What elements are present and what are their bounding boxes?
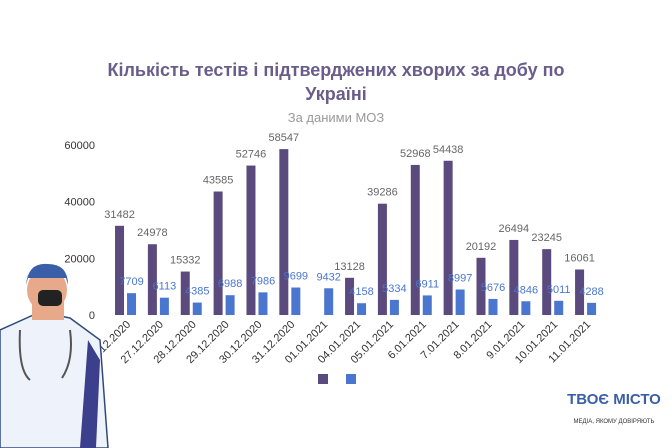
- bar: [127, 293, 137, 315]
- value-label: 8997: [448, 273, 472, 285]
- value-label: 26494: [499, 223, 530, 235]
- value-label: 15332: [170, 255, 201, 267]
- bar: [147, 244, 157, 315]
- illustration: [0, 263, 109, 448]
- bar: [455, 289, 465, 315]
- value-label: 13128: [334, 261, 365, 273]
- value-label: 52746: [236, 149, 267, 161]
- y-tick-label: 60000: [64, 140, 95, 152]
- bar: [587, 302, 597, 315]
- bar: [357, 303, 367, 315]
- bar: [521, 301, 531, 315]
- value-label: 43585: [203, 175, 234, 187]
- value-label: 4846: [514, 284, 538, 296]
- value-label: 58547: [269, 132, 300, 144]
- value-label: 5011: [547, 284, 571, 296]
- bar: [115, 225, 125, 315]
- value-label: 23245: [531, 232, 562, 244]
- bar: [279, 149, 289, 315]
- bar: [554, 300, 564, 315]
- chart-subtitle: За даними МОЗ: [288, 110, 385, 125]
- value-label: 24978: [137, 227, 168, 239]
- value-label: 16061: [564, 252, 595, 264]
- bar: [324, 288, 334, 315]
- bar: [180, 271, 190, 315]
- bar: [443, 160, 453, 315]
- value-label: 39286: [367, 187, 398, 199]
- y-tick-label: 40000: [64, 197, 95, 209]
- bar: [410, 164, 420, 315]
- bar: [213, 191, 223, 315]
- bar: [246, 165, 256, 315]
- bar: [159, 297, 169, 315]
- value-label: 9432: [316, 271, 340, 283]
- value-label: 9699: [284, 271, 308, 283]
- legend-swatch: [346, 374, 356, 384]
- logo-name: ТВОЄ МІСТО: [567, 391, 661, 408]
- bar: [377, 203, 387, 315]
- bar: [258, 292, 268, 315]
- value-label: 20192: [466, 241, 497, 253]
- value-label: 54438: [433, 144, 464, 156]
- bar: [488, 298, 498, 315]
- bar: [389, 299, 399, 315]
- value-label: 5676: [481, 282, 505, 294]
- bar: [575, 269, 585, 315]
- bar: [476, 257, 486, 315]
- bar: [192, 302, 202, 315]
- value-label: 6911: [415, 278, 439, 290]
- bar: [225, 295, 235, 315]
- value-label: 5334: [382, 283, 406, 295]
- y-tick-label: 20000: [64, 253, 95, 265]
- y-tick-label: 0: [89, 310, 95, 322]
- value-label: 7986: [251, 275, 275, 287]
- logo: ТВОЄ МІСТО МЕДІА, ЯКОМУ ДОВІРЯЮТЬ: [567, 391, 661, 425]
- bar: [345, 277, 355, 315]
- legend-swatch: [318, 374, 328, 384]
- bar: [509, 239, 519, 315]
- chart-title: Кількість тестів і підтверджених хворих …: [107, 60, 564, 104]
- value-label: 4385: [185, 286, 209, 298]
- bar: [291, 287, 301, 315]
- value-label: 31482: [104, 209, 135, 221]
- value-label: 6988: [218, 278, 242, 290]
- bar: [542, 249, 552, 315]
- value-label: 6113: [153, 281, 177, 293]
- value-label: 52968: [400, 148, 431, 160]
- value-label: 4158: [349, 286, 373, 298]
- bar: [422, 295, 432, 315]
- value-label: 4288: [579, 286, 603, 298]
- value-label: 7709: [119, 276, 143, 288]
- logo-tagline: МЕДІА, ЯКОМУ ДОВІРЯЮТЬ: [574, 419, 655, 425]
